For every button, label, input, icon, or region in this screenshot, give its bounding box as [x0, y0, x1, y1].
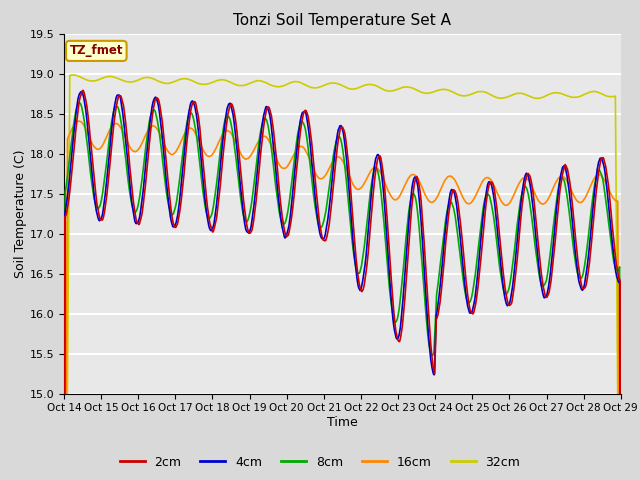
- Title: Tonzi Soil Temperature Set A: Tonzi Soil Temperature Set A: [234, 13, 451, 28]
- Legend: 2cm, 4cm, 8cm, 16cm, 32cm: 2cm, 4cm, 8cm, 16cm, 32cm: [115, 451, 525, 474]
- X-axis label: Time: Time: [327, 416, 358, 429]
- Text: TZ_fmet: TZ_fmet: [70, 44, 123, 58]
- Y-axis label: Soil Temperature (C): Soil Temperature (C): [13, 149, 27, 278]
